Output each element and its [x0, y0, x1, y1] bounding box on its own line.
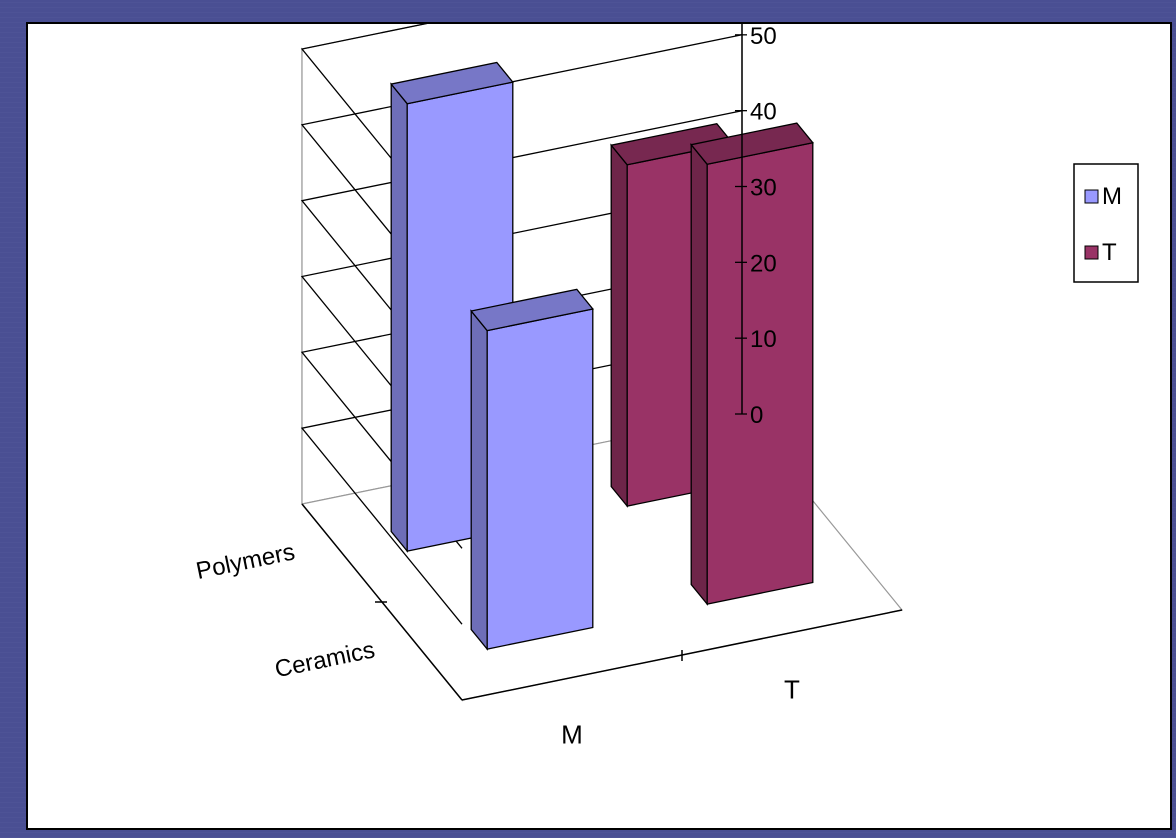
bar-top [470, 288, 594, 332]
bar-top [690, 122, 814, 166]
y-tick-label: 50 [750, 24, 777, 50]
y-tick-label: 30 [750, 175, 777, 202]
y-tick-label: 40 [750, 99, 777, 126]
y-tick-labels: 0102030405060 [735, 24, 777, 429]
bar-side [610, 143, 628, 508]
bar-m-ceramics [470, 288, 594, 651]
y-tick-label: 20 [750, 250, 777, 277]
bar-t-ceramics [690, 122, 814, 606]
y-tick-label: 10 [750, 326, 777, 353]
bar-side [690, 142, 708, 606]
bars [390, 61, 814, 651]
bar-front [706, 141, 814, 605]
legend-label-t: T [1102, 239, 1117, 266]
bar-side [470, 309, 488, 651]
x-category-label: M [561, 720, 583, 750]
y-tick-label: 0 [750, 402, 763, 429]
gridline [300, 337, 743, 625]
depth-category-label: Polymers [194, 538, 297, 585]
bar-side [390, 82, 408, 553]
bar-top [390, 61, 514, 105]
legend-label-m: M [1102, 183, 1122, 210]
legend: M T [1073, 163, 1139, 283]
x-category-label: T [784, 675, 800, 705]
legend-swatch-m [1084, 189, 1099, 204]
depth-category-label: Ceramics [273, 636, 378, 683]
legend-swatch-t [1084, 245, 1099, 260]
bar-front [486, 308, 594, 650]
legend-box [1073, 163, 1139, 283]
